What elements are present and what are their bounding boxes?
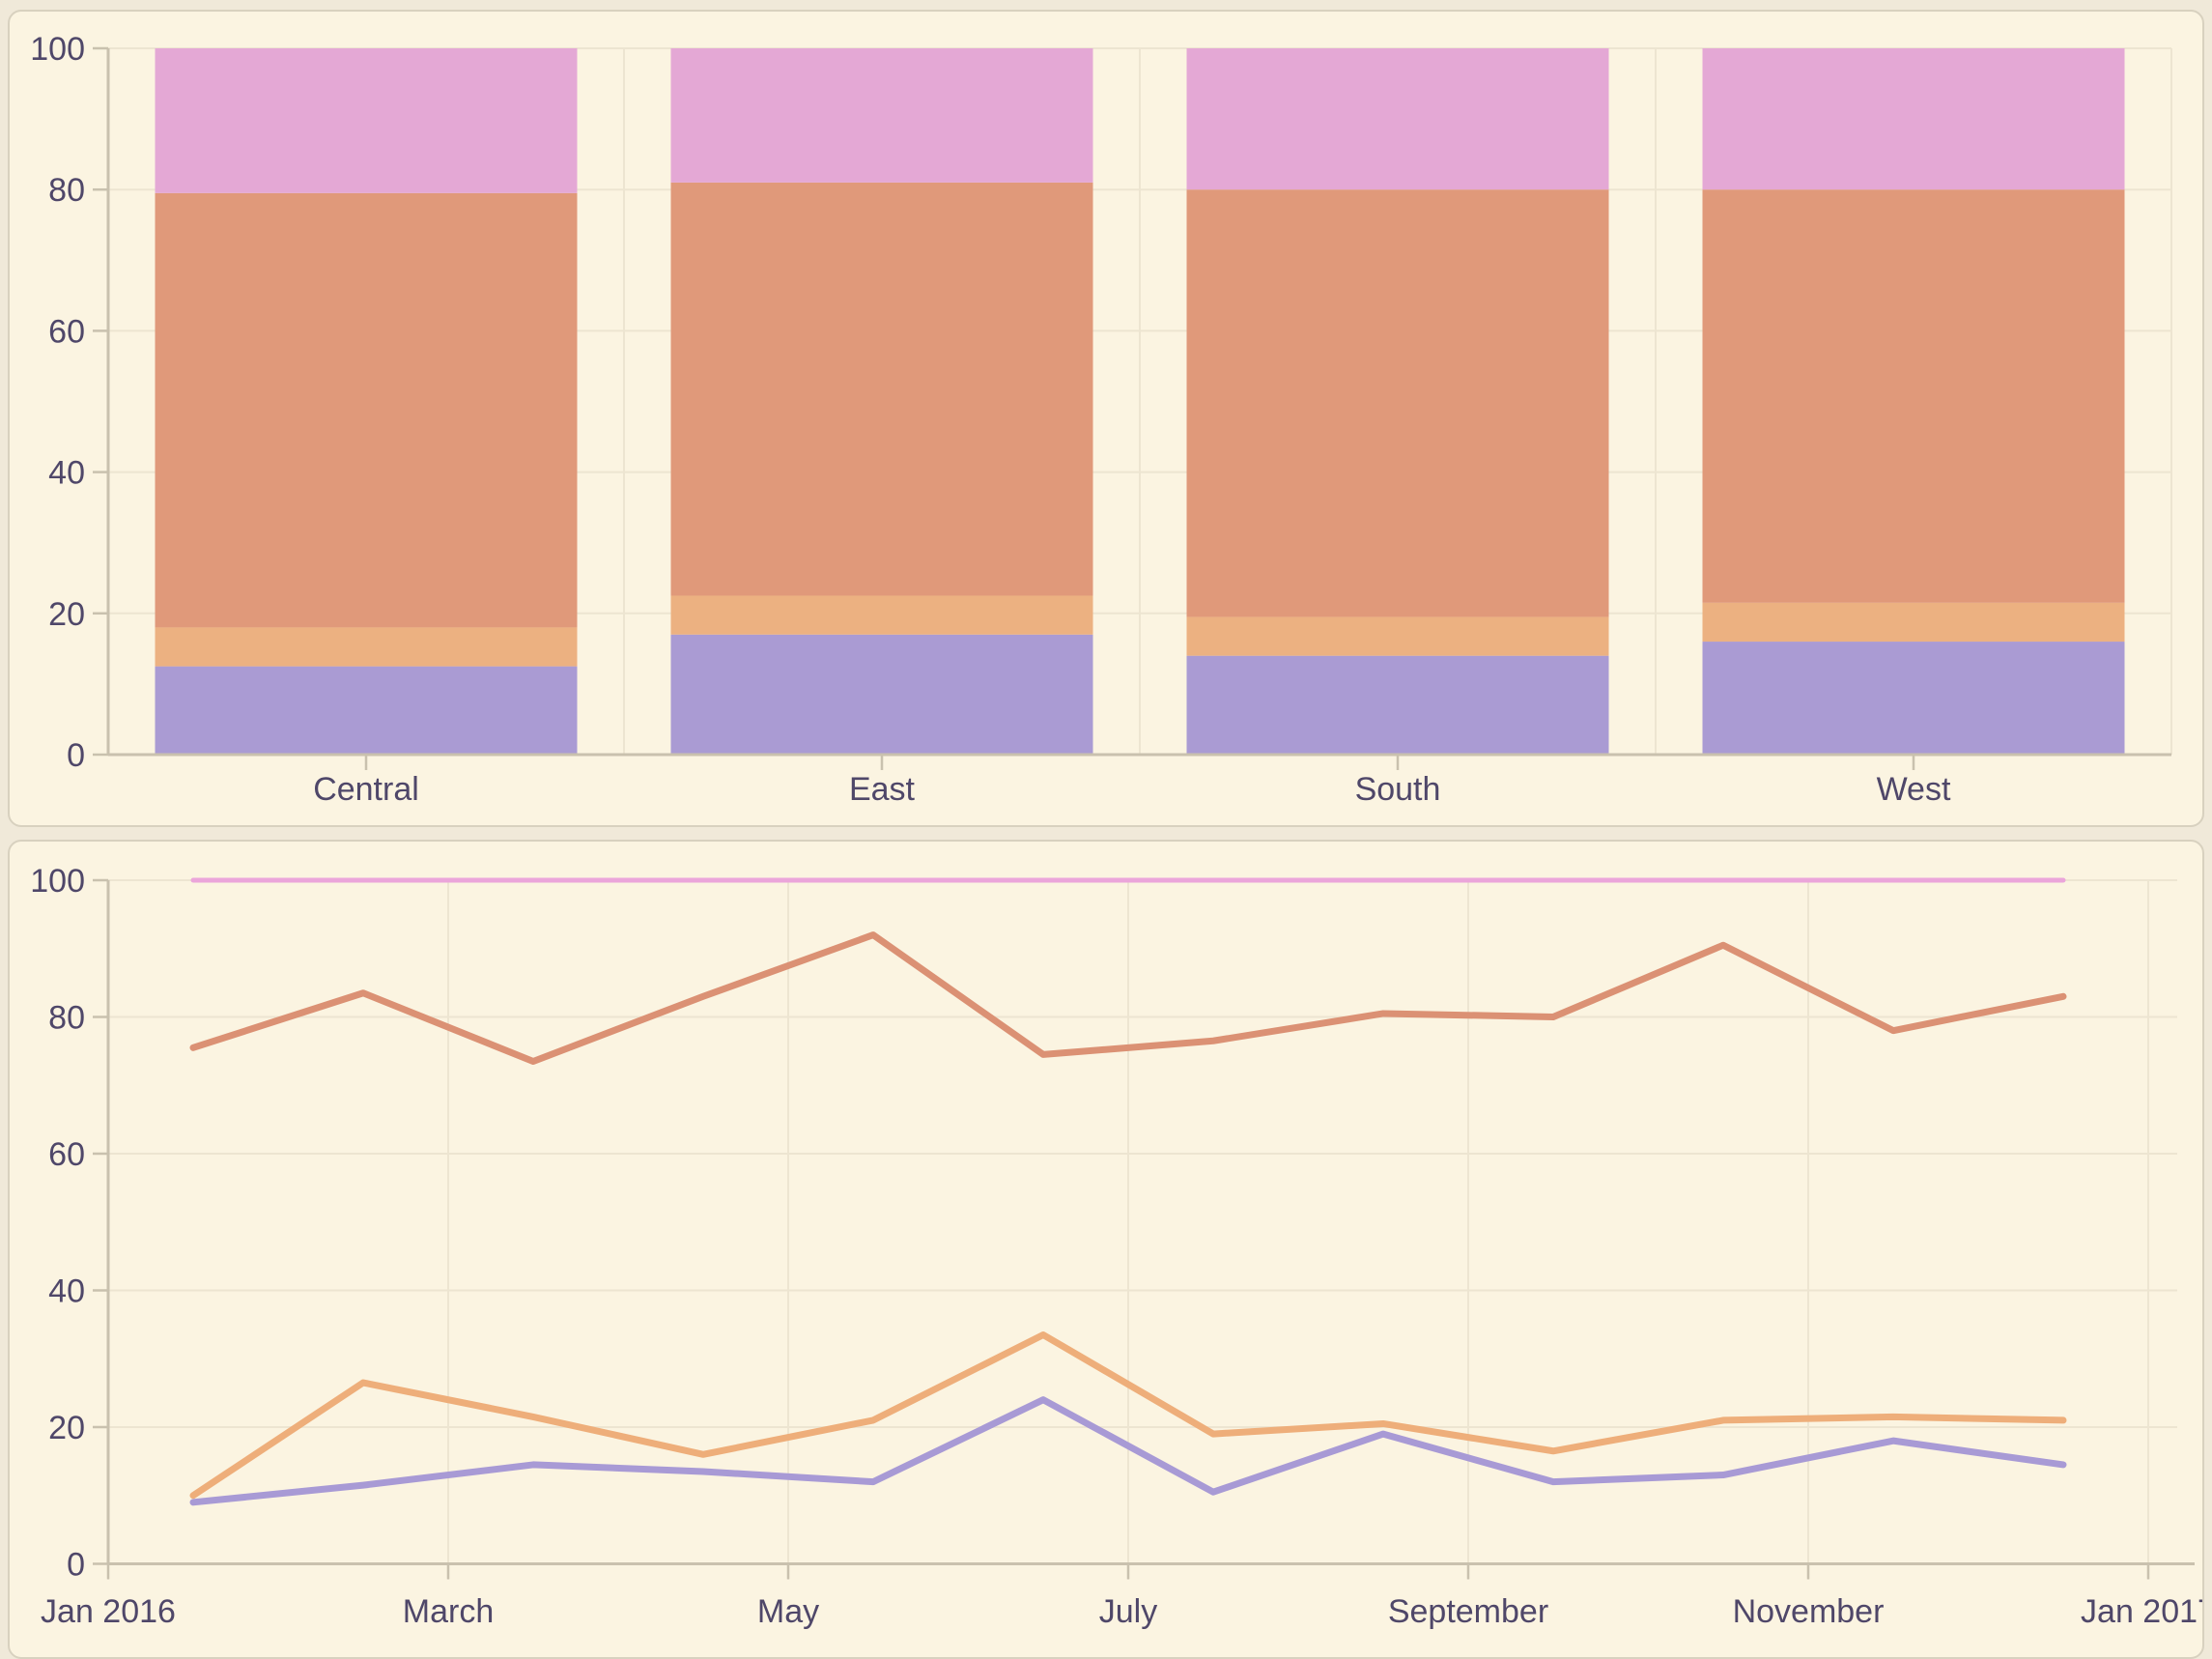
bar-segment-pink-central[interactable]	[155, 48, 578, 193]
stacked-bar-chart: Central East South West 0 20 40 60 80 100	[30, 31, 2172, 808]
line-chart-card: Jan 2016 March May July September November Jan…	[8, 840, 2204, 1659]
y-axis-label: 100	[30, 31, 85, 68]
x-axis-label-march: March	[403, 1593, 494, 1630]
y-axis-label: 80	[48, 172, 85, 209]
bar-segment-pink-east[interactable]	[670, 48, 1093, 183]
x-axis-label-november: November	[1733, 1593, 1885, 1630]
y-axis-label: 60	[48, 313, 85, 350]
x-axis-label-jan-2017: Jan 2017	[2081, 1593, 2202, 1630]
x-axis-label-west: West	[1877, 771, 1951, 808]
bar-segment-purple-west[interactable]	[1702, 642, 2125, 755]
bar-segment-orange-south[interactable]	[1186, 616, 1609, 656]
y-axis-label: 0	[67, 737, 85, 774]
x-axis-label-east: East	[849, 771, 916, 808]
x-axis-label-jan-2016: Jan 2016	[41, 1593, 176, 1630]
y-axis-label: 80	[48, 1000, 85, 1037]
bar-segment-orange-central[interactable]	[155, 627, 578, 667]
y-axis-label: 100	[30, 863, 85, 900]
bar-segment-salmon-east[interactable]	[670, 182, 1093, 596]
y-axis-label: 60	[48, 1136, 85, 1173]
y-axis-label: 40	[48, 455, 85, 492]
bar-chart-card: Central East South West 0 20 40 60 80 100	[8, 10, 2204, 827]
y-axis-label: 40	[48, 1273, 85, 1310]
bar-segment-purple-south[interactable]	[1186, 655, 1609, 755]
bar-segment-pink-south[interactable]	[1186, 48, 1609, 190]
line-series-orange[interactable]	[189, 1330, 2067, 1500]
bar-segment-salmon-central[interactable]	[155, 192, 578, 628]
bar-segment-pink-west[interactable]	[1702, 48, 2125, 190]
line-chart: Jan 2016 March May July September November Jan…	[30, 863, 2202, 1630]
y-axis-label: 20	[48, 1410, 85, 1446]
x-axis-label-south: South	[1355, 771, 1441, 808]
bar-segment-purple-east[interactable]	[670, 634, 1093, 755]
bar-segment-salmon-south[interactable]	[1186, 189, 1609, 617]
y-axis-label: 20	[48, 596, 85, 633]
line-series-purple[interactable]	[189, 1396, 2067, 1506]
bar-segment-orange-west[interactable]	[1702, 602, 2125, 643]
x-axis-label-september: September	[1388, 1593, 1548, 1630]
line-series-salmon[interactable]	[189, 931, 2067, 1065]
bar-segment-salmon-west[interactable]	[1702, 189, 2125, 603]
bar-segment-orange-east[interactable]	[670, 595, 1093, 635]
x-axis-label-july: July	[1099, 1593, 1157, 1630]
x-axis-label-central: Central	[313, 771, 419, 808]
x-axis-label-may: May	[757, 1593, 819, 1630]
y-axis-label: 0	[67, 1547, 85, 1584]
bar-segment-purple-central[interactable]	[155, 666, 578, 755]
